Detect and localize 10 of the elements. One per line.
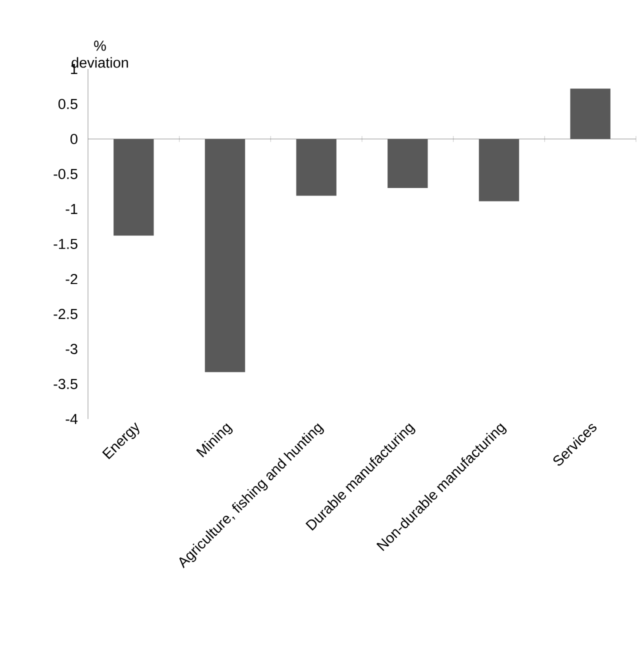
- y-tick-label: 0: [70, 134, 78, 144]
- y-tick-label: -1: [66, 204, 78, 214]
- y-tick-label: -3: [66, 344, 78, 354]
- y-tick-label: -0.5: [54, 168, 78, 180]
- y-tick-label: -4: [66, 414, 78, 424]
- y-tick-label: -2.5: [54, 308, 78, 320]
- y-tick-label: 0.5: [58, 98, 78, 110]
- y-tick-label: -1.5: [54, 238, 78, 250]
- y-tick-label: -3.5: [54, 378, 78, 390]
- y-tick-label: -2: [66, 274, 78, 284]
